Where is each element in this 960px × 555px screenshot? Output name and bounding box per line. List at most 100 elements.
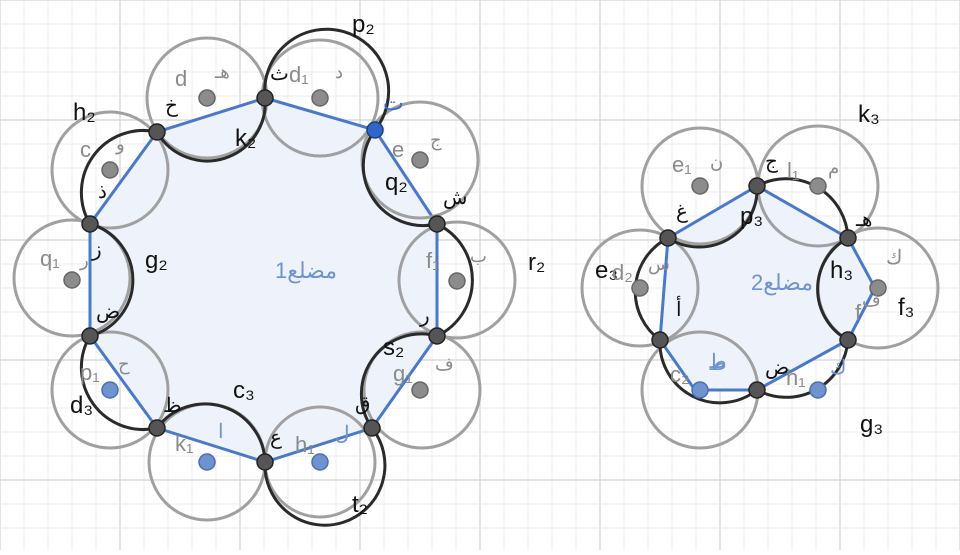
point-f[interactable]	[869, 279, 887, 297]
arc-d3[interactable]	[79, 335, 158, 432]
figure-2: مضلع2 k₃ p₃ h₃ f₃ g₃ e₃ e₁ l₁ h₁ f c₂ d₂…	[580, 101, 940, 450]
label-arabic-f1: ب	[470, 246, 487, 266]
point-c2[interactable]	[691, 381, 709, 399]
label-arabic-e: ج	[430, 130, 442, 151]
label-e3: e₃	[595, 257, 618, 284]
label-f3: f₃	[898, 294, 914, 321]
label-arabic-d2: س	[648, 254, 670, 275]
point-h1[interactable]	[311, 453, 329, 471]
circle-q1[interactable]	[12, 218, 132, 338]
vertex-dad[interactable]	[81, 327, 99, 345]
label-vertex-zay: ز	[91, 239, 102, 261]
vertex-qaf[interactable]	[363, 419, 381, 437]
label-vertex-dhal: ذ	[98, 181, 107, 203]
label-vertex-ra: ر	[419, 305, 430, 327]
circle-f1[interactable]	[397, 220, 517, 340]
label-vertex-alif: أ	[676, 295, 682, 321]
arc-t2[interactable]	[263, 427, 387, 527]
point-d1[interactable]	[311, 89, 329, 107]
label-arabic-d: هـ	[214, 62, 230, 82]
arc-r2[interactable]	[436, 222, 474, 338]
vertex-ghain[interactable]	[659, 229, 677, 247]
arc-g2[interactable]	[89, 222, 135, 338]
arc-p2[interactable]	[263, 27, 391, 131]
label-k1: k₁	[175, 431, 193, 456]
label-arabic-f: ف	[862, 290, 881, 310]
label-vertex-ain: ع	[270, 427, 282, 449]
point-h1-2[interactable]	[809, 381, 827, 399]
label-d1: d₁	[289, 62, 309, 87]
point-q1[interactable]	[63, 271, 81, 289]
vertex-ha[interactable]	[839, 229, 857, 247]
label-arabic-q1: ر	[79, 250, 89, 271]
vertex-shin[interactable]	[428, 215, 446, 233]
point-k1[interactable]	[198, 453, 216, 471]
circle-e[interactable]	[360, 100, 480, 220]
label-c: c	[80, 137, 91, 162]
vertex-ra[interactable]	[428, 327, 446, 345]
label-arabic-e1: ن	[710, 152, 723, 172]
label-p2: p₂	[352, 11, 375, 38]
label-p3: p₃	[740, 203, 763, 230]
label-arabic-h1-2: ك	[830, 357, 846, 379]
label-vertex-kaf: ك	[886, 247, 902, 269]
label-vertex-tha: ث	[270, 63, 289, 85]
label-p1: p₁	[80, 360, 100, 385]
label-q2: q₂	[385, 169, 408, 196]
point-f1[interactable]	[448, 272, 466, 290]
arc-f3[interactable]	[816, 236, 849, 342]
label-g2: g₂	[145, 247, 168, 274]
arc-c3[interactable]	[155, 402, 267, 463]
arc-s2[interactable]	[359, 332, 438, 429]
vertex-jim[interactable]	[748, 177, 766, 195]
vertex-tha[interactable]	[256, 89, 274, 107]
arc-k2[interactable]	[155, 97, 267, 163]
vertex-kaf[interactable]	[839, 331, 857, 349]
circle-p1[interactable]	[50, 330, 170, 450]
label-arabic-h1: ل	[335, 423, 350, 445]
point-l1[interactable]	[809, 177, 827, 195]
vertex-dha[interactable]	[148, 419, 166, 437]
label-arabic-k1: ا	[218, 421, 224, 443]
vertex-ain[interactable]	[256, 453, 274, 471]
circle-c[interactable]	[50, 110, 170, 230]
circle-d2[interactable]	[580, 228, 700, 348]
label-vertex-dad2: ض	[765, 357, 789, 379]
label-e: e	[392, 137, 404, 162]
label-vertex-ta: ت	[383, 90, 404, 115]
point-c[interactable]	[101, 161, 119, 179]
vertex-alif[interactable]	[651, 331, 669, 349]
label-h2: h₂	[73, 99, 96, 126]
label-t2: t₂	[352, 491, 368, 518]
label-f1: f₁	[426, 248, 440, 273]
polygon-1[interactable]	[88, 96, 439, 464]
label-arabic-c2: ط	[708, 351, 727, 373]
label-e1: e₁	[672, 152, 692, 177]
point-e[interactable]	[411, 151, 429, 169]
circle-g1[interactable]	[362, 330, 482, 450]
vertex-kha[interactable]	[148, 123, 166, 141]
label-vertex-kha: خ	[165, 95, 178, 117]
label-arabic-c: و	[115, 134, 125, 155]
point-g1[interactable]	[411, 381, 429, 399]
label-vertex-dha: ظ	[163, 395, 182, 417]
label-d2: d₂	[612, 260, 633, 285]
arc-h3[interactable]	[658, 339, 758, 405]
vertex-zay[interactable]	[81, 215, 99, 233]
label-d: d	[175, 66, 187, 91]
label-s2: s₂	[383, 334, 404, 361]
arc-h2[interactable]	[79, 128, 158, 225]
arc-q2[interactable]	[361, 129, 438, 228]
arc-p3[interactable]	[667, 185, 759, 249]
point-p1[interactable]	[101, 381, 119, 399]
point-e1[interactable]	[691, 177, 709, 195]
vertex-ta[interactable]	[366, 121, 384, 139]
label-vertex-qaf: ق	[355, 393, 371, 415]
point-d2[interactable]	[631, 279, 649, 297]
point-d[interactable]	[198, 89, 216, 107]
vertex-dad2[interactable]	[748, 381, 766, 399]
label-h1: h₁	[295, 432, 315, 457]
label-d3: d₃	[70, 392, 93, 419]
